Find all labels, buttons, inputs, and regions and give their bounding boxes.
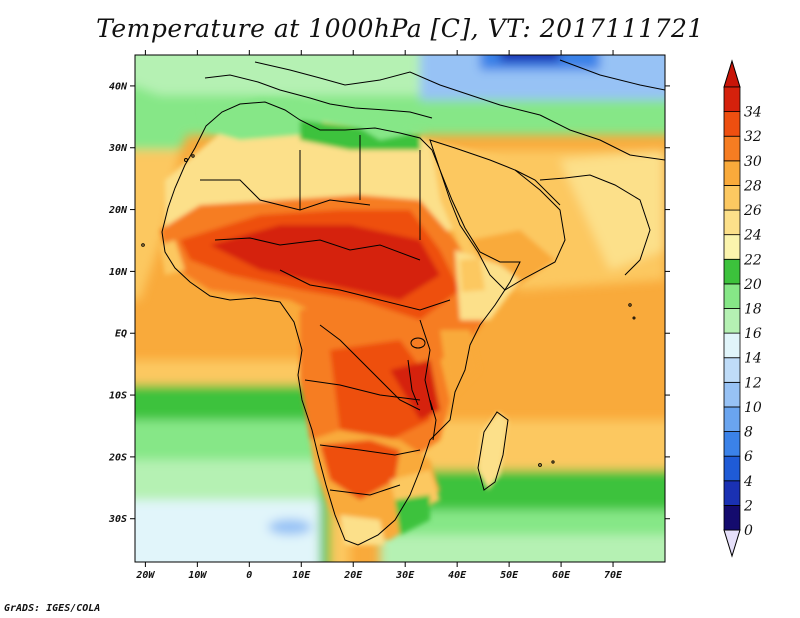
colorbar-under-arrow [723,529,741,558]
colorbar-label: 22 [743,252,762,268]
lat-tick-label: 10N [109,267,128,278]
colorbar-swatch [723,160,741,186]
colorbar-label: 20 [743,277,762,293]
colorbar-label: 34 [744,105,762,121]
lon-tick-label: 20E [343,570,363,581]
colorbar-label: 32 [744,129,762,145]
colorbar-swatch [723,357,741,383]
lon-tick-label: 70E [604,570,623,581]
lon-tick-label: 40E [448,570,467,581]
colorbar-label: 24 [743,228,762,244]
lon-tick-label: 30E [395,570,415,581]
plot-frame [134,54,666,563]
colorbar-label: 18 [744,302,762,318]
colorbar-swatch [723,135,741,162]
colorbar-swatch [723,431,741,457]
colorbar-swatch [723,86,741,113]
colorbar-swatch [723,185,741,211]
colorbar-label: 26 [743,203,762,219]
map-title: Temperature at 1000hPa [C], VT: 20171117… [96,14,704,43]
lat-tick-label: 20N [108,205,128,216]
lat-tick-label: 30S [108,514,127,525]
colorbar-label: 14 [744,351,762,367]
colorbar-swatch [723,308,741,334]
lon-tick-label: 60E [552,570,571,581]
colorbar-label: 0 [744,523,753,539]
colorbar-swatch [723,209,741,236]
colorbar-label: 8 [744,425,753,441]
colorbar-label: 6 [744,449,753,465]
lat-tick-label: 10S [109,391,127,402]
temperature-field [135,55,665,562]
colorbar-over-arrow [723,59,741,88]
lat-tick-label: 30N [108,143,128,154]
latitude-axis: 40N 30N 20N 10N EQ 10S 20S 30S [108,81,670,525]
grads-credit: GrADS: IGES/COLA [4,603,101,614]
lat-tick-label: EQ [115,329,127,340]
colorbar-swatch [723,258,741,285]
lon-tick-label: 10E [292,570,311,581]
lat-tick-label: 40N [109,81,128,92]
colorbar-swatch [723,455,741,482]
colorbar-label: 28 [743,178,762,194]
lon-tick-label: 10W [188,570,207,581]
colorbar-swatch [723,406,741,432]
coastlines [141,59,665,546]
lon-tick-label: 0 [246,570,252,581]
longitude-axis: 20W 10W 0 10E 20E 30E 40E 50E 60E 70E [135,50,623,581]
colorbar-swatch [723,283,741,309]
colorbar-label: 2 [743,498,753,514]
lon-tick-label: 50E [500,570,519,581]
colorbar-swatch [723,234,741,260]
lon-tick-label: 20W [135,570,155,581]
colorbar-label: 12 [744,375,762,391]
colorbar-swatch [723,504,741,531]
colorbar-label: 30 [744,154,762,170]
colorbar-swatch [723,381,741,408]
colorbar-label: 10 [744,400,762,416]
colorbar-label: 4 [743,474,753,490]
colorbar-swatch [723,480,741,506]
colorbar-swatch [723,332,741,359]
colorbar-label: 16 [744,326,762,342]
colorbar-swatch [723,111,741,137]
lat-tick-label: 20S [108,452,127,463]
